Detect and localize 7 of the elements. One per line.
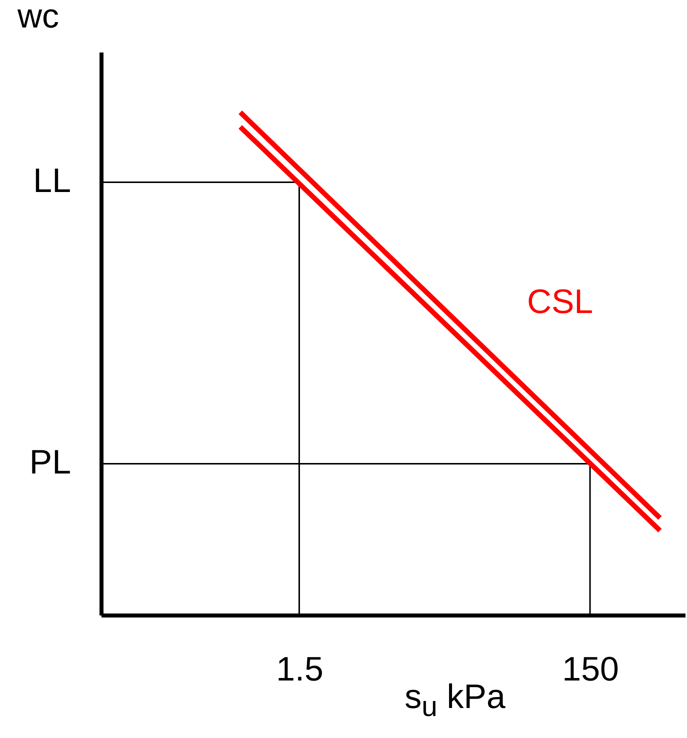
y-axis-title: wc — [16, 0, 60, 36]
annotation: LL — [33, 162, 71, 200]
x-axis-title: s$_{u}$ kPa — [404, 678, 506, 723]
x-tick-label: 150 — [562, 650, 619, 688]
x-tick-label: 1.5 — [276, 650, 324, 688]
annotation: PL — [29, 444, 71, 482]
annotation: CSL — [526, 283, 594, 321]
